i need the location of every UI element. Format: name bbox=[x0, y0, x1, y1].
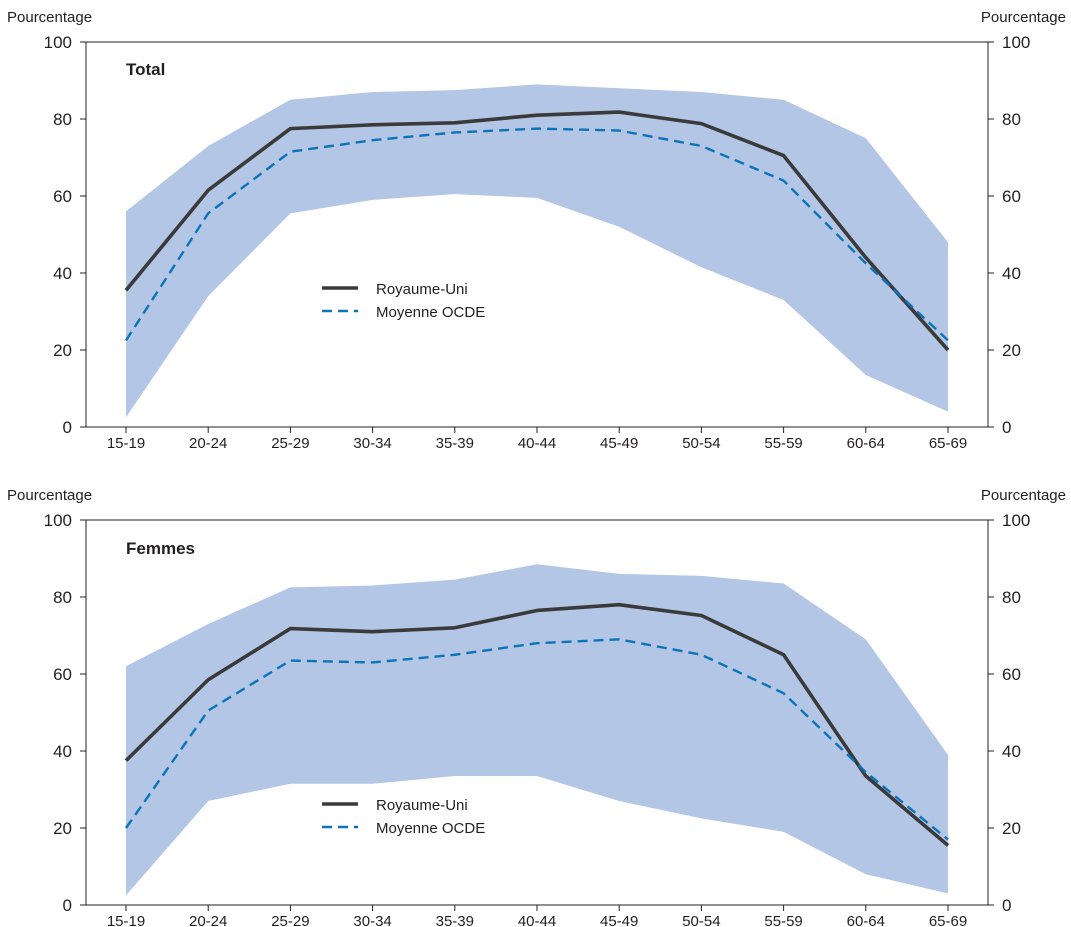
chart-panel-femmes: 0 0 20 20 40 40 60 60 80 80 100 100 15-19 20-24 25-29 3… bbox=[7, 487, 1066, 927]
y-tick-label-left: 80 bbox=[53, 588, 72, 607]
x-tick-label: 55-59 bbox=[764, 913, 802, 927]
legend: Royaume-Uni Moyenne OCDE bbox=[322, 281, 485, 321]
x-tick-label: 65-69 bbox=[929, 913, 967, 927]
y-tick-label-right: 60 bbox=[1002, 665, 1021, 684]
series-line-moyenne-ocde bbox=[124, 127, 949, 342]
y-tick-label-left: 100 bbox=[44, 511, 72, 530]
y-tick-label-left: 60 bbox=[53, 665, 72, 684]
y-axis-label-right: Pourcentage bbox=[981, 9, 1066, 26]
x-tick-label: 55-59 bbox=[764, 435, 802, 452]
x-tick-label: 15-19 bbox=[107, 435, 145, 452]
x-tick-label: 35-39 bbox=[436, 913, 474, 927]
y-tick-label-right: 100 bbox=[1002, 511, 1030, 530]
y-tick-label-right: 40 bbox=[1002, 742, 1021, 761]
y-tick-label-left: 80 bbox=[53, 110, 72, 129]
x-tick-label: 60-64 bbox=[847, 435, 885, 452]
y-axis-label-left: Pourcentage bbox=[7, 9, 92, 26]
y-tick-label-right: 80 bbox=[1002, 588, 1021, 607]
y-tick-label-right: 0 bbox=[1002, 418, 1011, 437]
y-tick-label-right: 0 bbox=[1002, 896, 1011, 915]
x-tick-label: 60-64 bbox=[847, 913, 885, 927]
range-band bbox=[126, 84, 948, 418]
x-tick-label: 40-44 bbox=[518, 435, 556, 452]
x-tick-label: 25-29 bbox=[271, 435, 309, 452]
x-tick-label: 15-19 bbox=[107, 913, 145, 927]
y-tick-label-left: 20 bbox=[53, 341, 72, 360]
x-tick-label: 35-39 bbox=[436, 435, 474, 452]
legend-label: Royaume-Uni bbox=[376, 797, 468, 814]
chart-panel-total: 0 0 20 20 40 40 60 60 80 80 100 100 15-19 20-24 25-29 3… bbox=[7, 9, 1066, 452]
range-band bbox=[126, 564, 948, 896]
x-tick-label: 20-24 bbox=[189, 913, 227, 927]
y-axis-label-right: Pourcentage bbox=[981, 487, 1066, 504]
x-tick-label: 50-54 bbox=[682, 435, 720, 452]
x-tick-label: 25-29 bbox=[271, 913, 309, 927]
x-tick-label: 40-44 bbox=[518, 913, 556, 927]
y-tick-label-right: 60 bbox=[1002, 187, 1021, 206]
y-tick-label-left: 40 bbox=[53, 264, 72, 283]
series-line-moyenne-ocde bbox=[125, 638, 949, 841]
legend-label: Moyenne OCDE bbox=[376, 304, 485, 321]
y-tick-label-right: 20 bbox=[1002, 341, 1021, 360]
x-tick-label: 30-34 bbox=[353, 913, 391, 927]
panel-title: Total bbox=[126, 60, 165, 79]
legend-label: Royaume-Uni bbox=[376, 281, 468, 298]
x-tick-label: 45-49 bbox=[600, 435, 638, 452]
y-tick-label-right: 100 bbox=[1002, 33, 1030, 52]
y-tick-label-left: 100 bbox=[44, 33, 72, 52]
y-tick-label-right: 80 bbox=[1002, 110, 1021, 129]
x-tick-label: 30-34 bbox=[353, 435, 391, 452]
y-tick-label-left: 0 bbox=[63, 896, 72, 915]
y-tick-label-right: 40 bbox=[1002, 264, 1021, 283]
y-tick-label-right: 20 bbox=[1002, 819, 1021, 838]
x-tick-label: 50-54 bbox=[682, 913, 720, 927]
series-line-royaume-uni bbox=[124, 110, 950, 352]
x-tick-label: 45-49 bbox=[600, 913, 638, 927]
y-tick-label-left: 60 bbox=[53, 187, 72, 206]
x-tick-label: 65-69 bbox=[929, 435, 967, 452]
y-tick-label-left: 0 bbox=[63, 418, 72, 437]
legend-label: Moyenne OCDE bbox=[376, 820, 485, 837]
x-tick-label: 20-24 bbox=[189, 435, 227, 452]
y-tick-label-left: 40 bbox=[53, 742, 72, 761]
panel-title: Femmes bbox=[126, 539, 195, 558]
series-line-royaume-uni bbox=[124, 602, 950, 847]
y-tick-label-left: 20 bbox=[53, 819, 72, 838]
legend: Royaume-Uni Moyenne OCDE bbox=[322, 797, 485, 837]
y-axis-label-left: Pourcentage bbox=[7, 487, 92, 504]
